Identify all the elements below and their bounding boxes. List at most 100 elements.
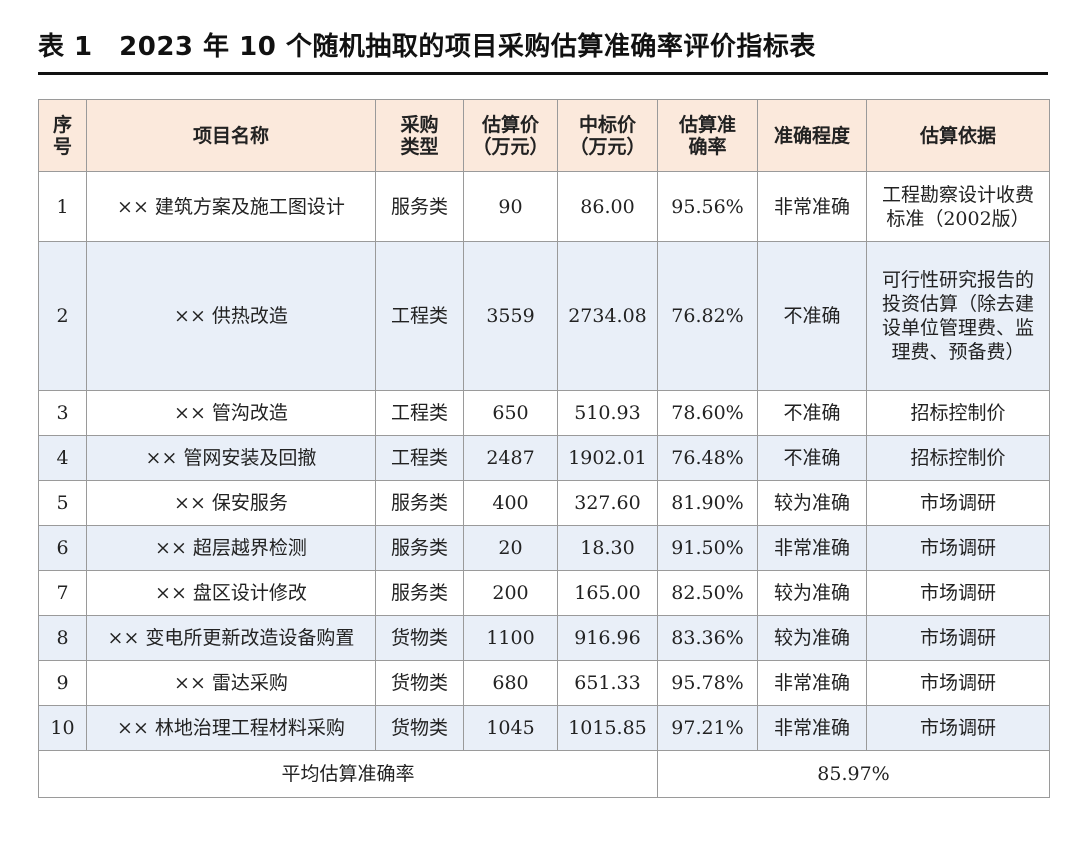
- cell-accuracy: 83.36%: [657, 615, 758, 661]
- cell-name: ×× 保安服务: [86, 480, 376, 526]
- cell-bid: 1902.01: [557, 435, 658, 481]
- caption-rule: [38, 72, 1048, 75]
- cell-estimate: 3559: [463, 241, 558, 391]
- cell-estimate: 400: [463, 480, 558, 526]
- header-row: 序号 项目名称 采购类型 估算价（万元） 中标价（万元） 估算准确率 准确程度 …: [38, 99, 1050, 172]
- cell-bid: 1015.85: [557, 705, 658, 751]
- table-row: 10 ×× 林地治理工程材料采购 货物类 1045 1015.85 97.21%…: [38, 705, 1050, 751]
- cell-degree: 较为准确: [757, 615, 867, 661]
- cell-seq: 1: [38, 171, 87, 242]
- table-row: 6 ×× 超层越界检测 服务类 20 18.30 91.50% 非常准确 市场调…: [38, 525, 1050, 571]
- table-row: 4 ×× 管网安装及回撤 工程类 2487 1902.01 76.48% 不准确…: [38, 435, 1050, 481]
- cell-accuracy: 76.82%: [657, 241, 758, 391]
- cell-seq: 5: [38, 480, 87, 526]
- summary-row: 平均估算准确率 85.97%: [38, 750, 1050, 798]
- cell-degree: 非常准确: [757, 525, 867, 571]
- header-basis: 估算依据: [866, 99, 1050, 172]
- cell-estimate: 200: [463, 570, 558, 616]
- cell-basis: 市场调研: [866, 570, 1050, 616]
- cell-accuracy: 95.78%: [657, 660, 758, 706]
- cell-seq: 9: [38, 660, 87, 706]
- cell-type: 货物类: [375, 660, 464, 706]
- cell-degree: 不准确: [757, 390, 867, 436]
- header-estimate: 估算价（万元）: [463, 99, 558, 172]
- cell-accuracy: 95.56%: [657, 171, 758, 242]
- cell-estimate: 90: [463, 171, 558, 242]
- cell-name: ×× 超层越界检测: [86, 525, 376, 571]
- summary-label: 平均估算准确率: [38, 750, 658, 798]
- cell-bid: 327.60: [557, 480, 658, 526]
- cell-estimate: 1100: [463, 615, 558, 661]
- table-row: 3 ×× 管沟改造 工程类 650 510.93 78.60% 不准确 招标控制…: [38, 390, 1050, 436]
- cell-accuracy: 91.50%: [657, 525, 758, 571]
- cell-degree: 较为准确: [757, 480, 867, 526]
- cell-name: ×× 管沟改造: [86, 390, 376, 436]
- cell-accuracy: 78.60%: [657, 390, 758, 436]
- cell-basis: 工程勘察设计收费标准（2002版）: [866, 171, 1050, 242]
- cell-seq: 4: [38, 435, 87, 481]
- cell-accuracy: 97.21%: [657, 705, 758, 751]
- cell-degree: 不准确: [757, 435, 867, 481]
- cell-name: ×× 管网安装及回撤: [86, 435, 376, 481]
- table-row: 1 ×× 建筑方案及施工图设计 服务类 90 86.00 95.56% 非常准确…: [38, 171, 1050, 242]
- cell-estimate: 2487: [463, 435, 558, 481]
- cell-type: 服务类: [375, 525, 464, 571]
- cell-basis: 市场调研: [866, 660, 1050, 706]
- cell-basis: 招标控制价: [866, 390, 1050, 436]
- header-seq: 序号: [38, 99, 87, 172]
- cell-estimate: 1045: [463, 705, 558, 751]
- cell-type: 工程类: [375, 435, 464, 481]
- cell-bid: 2734.08: [557, 241, 658, 391]
- cell-name: ×× 盘区设计修改: [86, 570, 376, 616]
- cell-name: ×× 林地治理工程材料采购: [86, 705, 376, 751]
- cell-name: ×× 雷达采购: [86, 660, 376, 706]
- table-row: 2 ×× 供热改造 工程类 3559 2734.08 76.82% 不准确 可行…: [38, 241, 1050, 391]
- summary-value: 85.97%: [657, 750, 1050, 798]
- cell-bid: 510.93: [557, 390, 658, 436]
- cell-bid: 18.30: [557, 525, 658, 571]
- header-bid: 中标价（万元）: [557, 99, 658, 172]
- cell-seq: 2: [38, 241, 87, 391]
- cell-degree: 较为准确: [757, 570, 867, 616]
- header-degree: 准确程度: [757, 99, 867, 172]
- cell-type: 服务类: [375, 480, 464, 526]
- cell-degree: 非常准确: [757, 171, 867, 242]
- cell-seq: 8: [38, 615, 87, 661]
- table-row: 9 ×× 雷达采购 货物类 680 651.33 95.78% 非常准确 市场调…: [38, 660, 1050, 706]
- cell-accuracy: 82.50%: [657, 570, 758, 616]
- cell-basis: 可行性研究报告的投资估算（除去建设单位管理费、监理费、预备费）: [866, 241, 1050, 391]
- table-row: 7 ×× 盘区设计修改 服务类 200 165.00 82.50% 较为准确 市…: [38, 570, 1050, 616]
- cell-seq: 7: [38, 570, 87, 616]
- cell-accuracy: 81.90%: [657, 480, 758, 526]
- cell-seq: 10: [38, 705, 87, 751]
- cell-basis: 市场调研: [866, 525, 1050, 571]
- cell-bid: 86.00: [557, 171, 658, 242]
- cell-estimate: 680: [463, 660, 558, 706]
- cell-seq: 3: [38, 390, 87, 436]
- header-type: 采购类型: [375, 99, 464, 172]
- cell-bid: 916.96: [557, 615, 658, 661]
- header-name: 项目名称: [86, 99, 376, 172]
- cell-basis: 招标控制价: [866, 435, 1050, 481]
- cell-type: 服务类: [375, 570, 464, 616]
- cell-type: 工程类: [375, 241, 464, 391]
- accuracy-table: 序号 项目名称 采购类型 估算价（万元） 中标价（万元） 估算准确率 准确程度 …: [38, 99, 1050, 798]
- cell-type: 服务类: [375, 171, 464, 242]
- cell-name: ×× 供热改造: [86, 241, 376, 391]
- cell-type: 货物类: [375, 705, 464, 751]
- cell-basis: 市场调研: [866, 480, 1050, 526]
- cell-seq: 6: [38, 525, 87, 571]
- cell-estimate: 650: [463, 390, 558, 436]
- cell-name: ×× 变电所更新改造设备购置: [86, 615, 376, 661]
- cell-estimate: 20: [463, 525, 558, 571]
- cell-degree: 非常准确: [757, 705, 867, 751]
- table-row: 8 ×× 变电所更新改造设备购置 货物类 1100 916.96 83.36% …: [38, 615, 1050, 661]
- cell-bid: 165.00: [557, 570, 658, 616]
- cell-degree: 非常准确: [757, 660, 867, 706]
- cell-type: 工程类: [375, 390, 464, 436]
- table-row: 5 ×× 保安服务 服务类 400 327.60 81.90% 较为准确 市场调…: [38, 480, 1050, 526]
- cell-basis: 市场调研: [866, 615, 1050, 661]
- cell-bid: 651.33: [557, 660, 658, 706]
- table-caption: 表 1 2023 年 10 个随机抽取的项目采购估算准确率评价指标表: [38, 32, 816, 62]
- header-accuracy: 估算准确率: [657, 99, 758, 172]
